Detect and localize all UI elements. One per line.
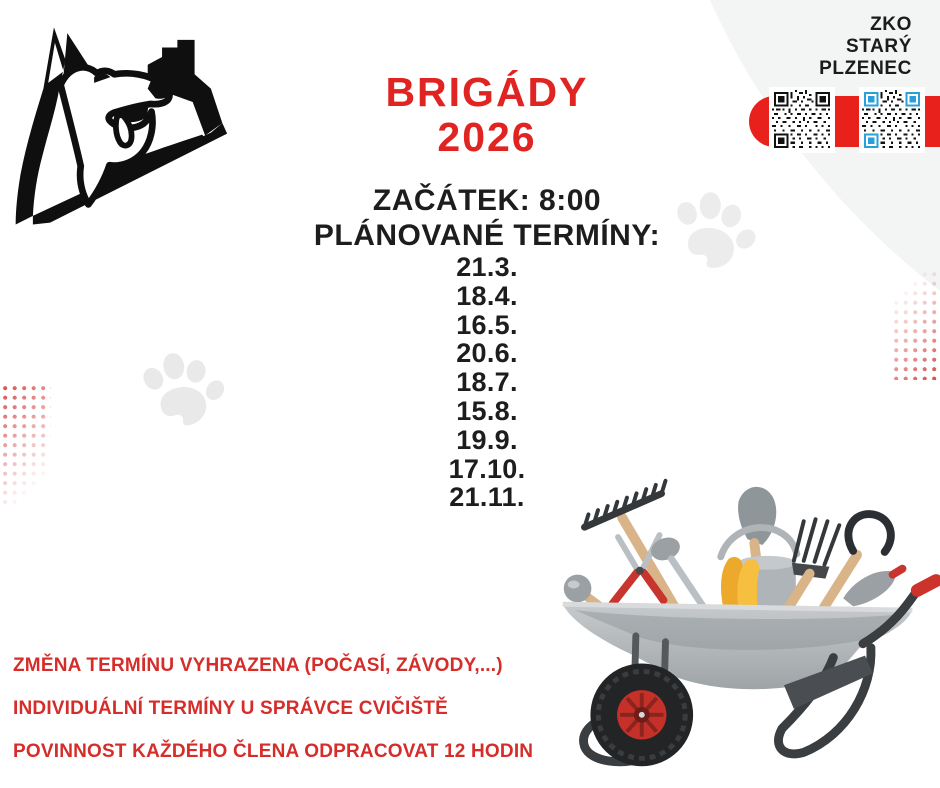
dot-grid-decoration-left xyxy=(3,386,51,504)
date-item: 18.4. xyxy=(456,280,518,311)
club-name-line: ZKO xyxy=(870,14,912,35)
date-item: 15.8. xyxy=(456,395,518,426)
dog-head-castle-icon xyxy=(15,27,228,225)
notes-block: ZMĚNA TERMÍNU VYHRAZENA (POČASÍ, ZÁVODY,… xyxy=(13,656,613,785)
qr-code-black-icon xyxy=(772,90,832,150)
date-item: 20.6. xyxy=(456,338,518,369)
club-logo xyxy=(8,20,230,230)
date-item: 16.5. xyxy=(456,309,518,340)
planned-dates-heading: PLÁNOVANÉ TERMÍNY: xyxy=(313,219,661,252)
date-item: 18.7. xyxy=(456,367,518,398)
qr-code-left xyxy=(769,87,835,153)
schedule-block: ZAČÁTEK: 8:00 PLÁNOVANÉ TERMÍNY: 21.3. 1… xyxy=(257,183,717,512)
title-line-2: 2026 xyxy=(437,114,537,160)
wheelbarrow-with-tools-icon xyxy=(562,478,940,767)
start-time-text: ZAČÁTEK: 8:00 xyxy=(372,184,602,217)
note-line-2: INDIVIDUÁLNÍ TERMÍNY U SPRÁVCE CVIČIŠTĚ xyxy=(13,698,448,719)
poster-title: BRIGÁDY 2026 xyxy=(287,70,687,160)
date-item: 21.3. xyxy=(456,252,518,282)
qr-code-right xyxy=(859,87,925,153)
date-item: 19.9. xyxy=(456,424,518,455)
club-name-line: STARÝ xyxy=(846,36,912,57)
date-item: 21.11. xyxy=(449,482,525,513)
title-line-1: BRIGÁDY xyxy=(385,69,589,115)
wheelbarrow-illustration xyxy=(545,458,940,788)
club-name-line: PLZENEC xyxy=(819,58,912,79)
qr-code-blue-corners-icon xyxy=(862,90,922,150)
club-name: ZKO STARÝ PLZENEC xyxy=(819,14,912,80)
date-item: 17.10. xyxy=(448,453,526,484)
note-line-3: POVINNOST KAŽDÉHO ČLENA ODPRACOVAT 12 HO… xyxy=(13,741,534,762)
note-line-1: ZMĚNA TERMÍNU VYHRAZENA (POČASÍ, ZÁVODY,… xyxy=(13,655,503,676)
dates-list: 21.3. 18.4. 16.5. 20.6. 18.7. 15.8. 19.9… xyxy=(257,253,717,512)
paw-print-icon xyxy=(129,339,232,440)
dot-grid-decoration-right xyxy=(894,272,940,380)
paw-print-icon xyxy=(659,179,765,282)
